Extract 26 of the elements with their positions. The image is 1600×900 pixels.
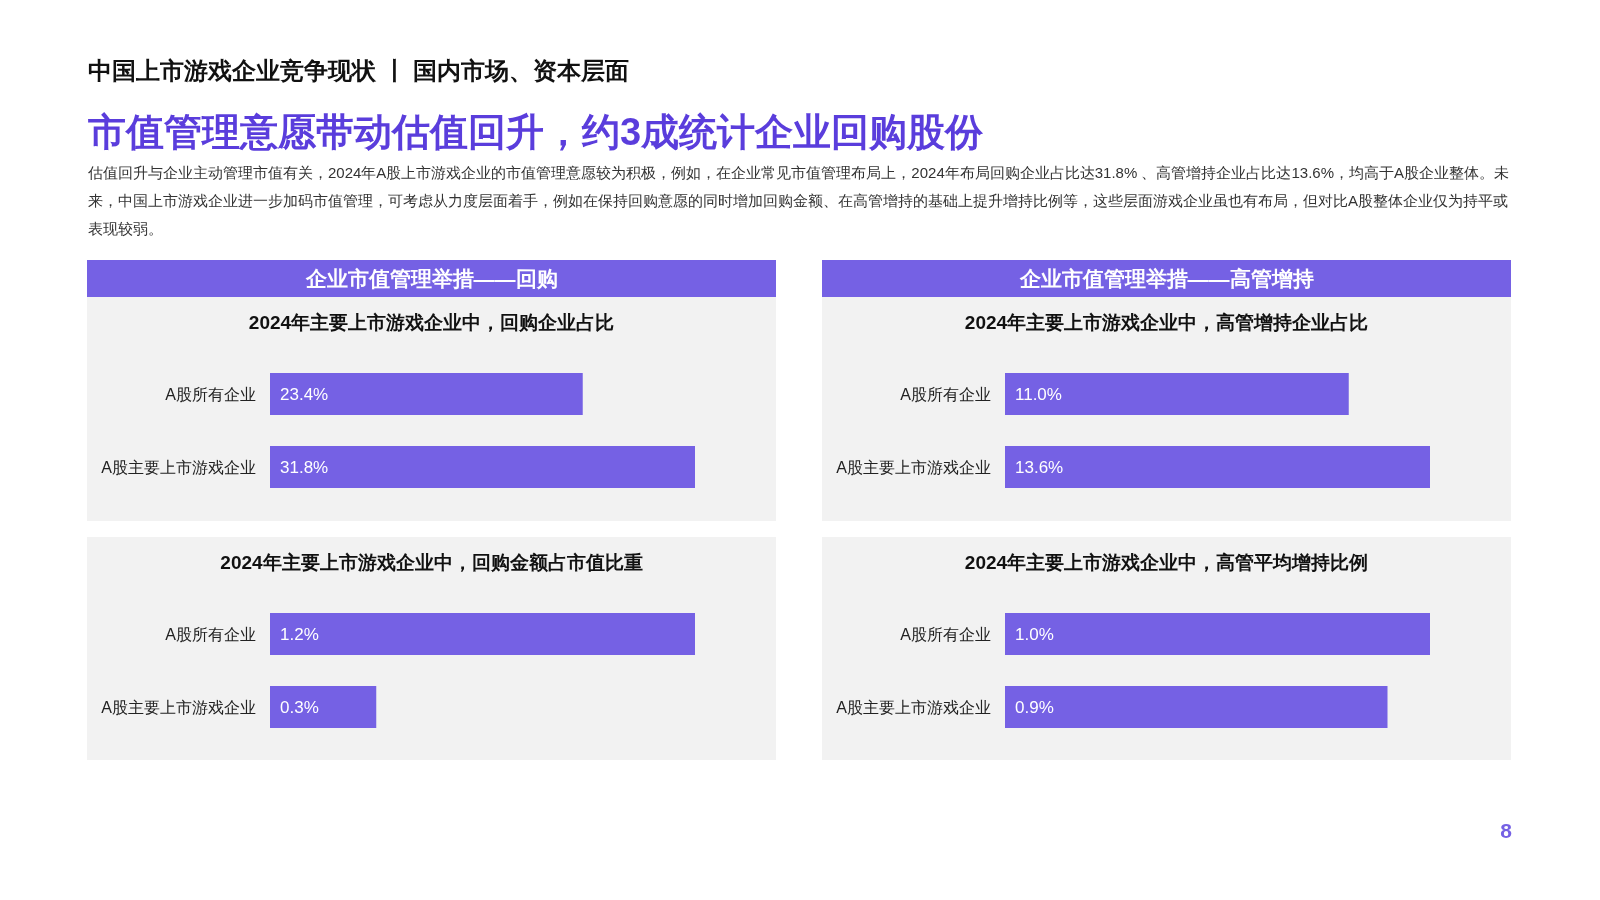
chart-title: 2024年主要上市游戏企业中，回购金额占市值比重 xyxy=(220,552,643,573)
y-tick-label: A股所有企业 xyxy=(165,385,256,403)
text: 企业市值管理举措——回购 xyxy=(304,267,558,290)
data-label: 0.3% xyxy=(280,698,319,717)
data-label: 13.6% xyxy=(1015,458,1064,477)
data-label: 31.8% xyxy=(280,458,329,477)
data-label: 1.2% xyxy=(280,625,319,644)
text: 企业市值管理举措——高管增持 xyxy=(1018,267,1314,290)
y-tick-label: A股主要上市游戏企业 xyxy=(101,698,256,716)
data-label: 11.0% xyxy=(1015,385,1062,404)
text: 估值回升与企业主动管理市值有关，2024年A股上市游戏企业的市值管理意愿较为积极，例如，在企业常见市值管理布局上，2024年布局回购企业占比达31.8% 、高管增持企业占比达13.6%，均高于A股企业整体。未来，中国上市游戏企业进一步加码市值管理，可考虑从力度层面着手，例如在保持回购意愿的同时增加回购金额、在高管增持的基础上提升增持比例等，这些层面游戏企业虽也有布局，但对比A股整体企业仅为持平或表现较弱。 xyxy=(87,164,1509,237)
y-tick-label: A股主要上市游戏企业 xyxy=(836,698,991,716)
text: 市值管理意愿带动估值回升，约3成统计企业回购股份 xyxy=(88,111,985,153)
chart-title: 2024年主要上市游戏企业中，高管平均增持比例 xyxy=(964,552,1369,573)
y-tick-label: A股主要上市游戏企业 xyxy=(836,458,991,476)
y-tick-label: A股所有企业 xyxy=(165,625,256,643)
text: 8 xyxy=(1500,819,1513,842)
data-label: 0.9% xyxy=(1015,698,1054,717)
chart-title: 2024年主要上市游戏企业中，高管增持企业占比 xyxy=(964,312,1369,333)
y-tick-label: A股所有企业 xyxy=(900,385,991,403)
data-label: 23.4% xyxy=(280,385,329,404)
data-label: 1.0% xyxy=(1015,625,1054,644)
text: 中国上市游戏企业竞争现状 丨 国内市场、资本层面 xyxy=(88,57,630,84)
y-tick-label: A股所有企业 xyxy=(900,625,991,643)
chart-title: 2024年主要上市游戏企业中，回购企业占比 xyxy=(248,312,615,333)
y-tick-label: A股主要上市游戏企业 xyxy=(101,458,256,476)
